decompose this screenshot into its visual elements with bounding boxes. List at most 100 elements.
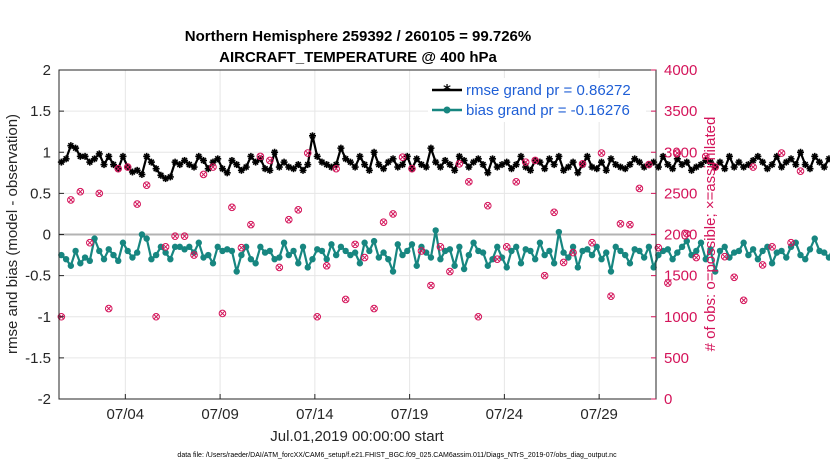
rmse-point bbox=[811, 152, 819, 160]
obs-possible-point bbox=[379, 218, 388, 226]
rmse-point bbox=[365, 166, 373, 174]
rmse-point-stroke bbox=[527, 167, 534, 174]
rmse-point bbox=[749, 156, 757, 164]
rmse-point-stroke bbox=[783, 159, 790, 166]
rmse-point-stroke bbox=[735, 159, 742, 166]
obs-assimilated-stroke bbox=[418, 248, 425, 254]
obs-assimilated-point bbox=[418, 248, 425, 254]
obs-assimilated-point bbox=[162, 244, 169, 250]
bias-point bbox=[622, 251, 629, 259]
bias-point bbox=[181, 246, 188, 253]
obs-assimilated-stroke bbox=[560, 259, 567, 266]
rmse-point-stroke bbox=[655, 164, 662, 171]
y-left-tick-label: -1.5 bbox=[25, 350, 51, 367]
bias-point bbox=[115, 257, 122, 265]
obs-possible-point bbox=[152, 312, 160, 321]
rmse-point bbox=[247, 152, 255, 160]
rmse-point-stroke bbox=[517, 153, 525, 160]
y-left-tick-label: 0 bbox=[43, 227, 51, 244]
bias-point bbox=[205, 251, 212, 259]
bias-point bbox=[574, 264, 582, 271]
bias-point bbox=[323, 255, 330, 263]
bias-point bbox=[380, 249, 387, 256]
rmse-point-stroke bbox=[792, 161, 799, 168]
obs-assimilated-point bbox=[153, 313, 159, 320]
rmse-point-stroke bbox=[740, 164, 747, 171]
bias-point bbox=[266, 247, 274, 255]
bias-point bbox=[745, 251, 752, 259]
rmse-point bbox=[299, 166, 307, 174]
rmse-point bbox=[375, 161, 383, 169]
rmse-point-stroke bbox=[664, 161, 671, 168]
rmse-point bbox=[569, 158, 577, 166]
rmse-point bbox=[598, 158, 606, 166]
rmse-point-stroke bbox=[323, 161, 330, 168]
obs-possible-point bbox=[218, 309, 227, 318]
bias-point bbox=[347, 251, 354, 259]
rmse-point-stroke bbox=[190, 164, 198, 171]
obs-possible-point bbox=[67, 196, 75, 204]
rmse-point bbox=[801, 161, 809, 169]
rmse-point bbox=[621, 165, 629, 173]
bias-point bbox=[712, 268, 719, 275]
rmse-point bbox=[147, 158, 155, 166]
obs-possible-point bbox=[474, 312, 483, 321]
obs-assimilated-stroke bbox=[532, 157, 538, 164]
bias-point bbox=[735, 247, 743, 255]
y-right-tick-label: 1500 bbox=[664, 268, 697, 285]
rmse-point-stroke bbox=[72, 145, 79, 152]
obs-possible-point bbox=[730, 273, 738, 282]
rmse-point-stroke bbox=[371, 149, 378, 156]
rmse-point bbox=[223, 169, 231, 177]
legend: * rmse grand pr = 0.86272 bias grand pr … bbox=[428, 78, 646, 122]
bias-point bbox=[479, 249, 487, 256]
rmse-point-stroke bbox=[82, 153, 89, 160]
rmse-point bbox=[62, 155, 70, 163]
obs-assimilated-stroke bbox=[750, 164, 756, 170]
obs-assimilated-stroke bbox=[134, 201, 140, 207]
obs-assimilated-stroke bbox=[721, 253, 728, 260]
obs-possible-point bbox=[332, 164, 340, 173]
rmse-point bbox=[470, 158, 478, 166]
rmse-point bbox=[626, 161, 634, 169]
bias-point bbox=[683, 237, 690, 245]
y-left-tick-label: 1.5 bbox=[30, 103, 51, 120]
rmse-point-stroke bbox=[508, 165, 515, 172]
rmse-point-stroke bbox=[607, 155, 615, 162]
rmse-point-stroke bbox=[669, 165, 676, 172]
rmse-point-stroke bbox=[309, 132, 316, 139]
obs-assimilated-point bbox=[712, 164, 718, 170]
obs-assimilated-point bbox=[181, 233, 188, 239]
bias-point bbox=[366, 247, 373, 255]
rmse-point bbox=[228, 156, 236, 164]
rmse-point bbox=[593, 165, 601, 173]
rmse-point bbox=[432, 158, 440, 166]
obs-assimilated-stroke bbox=[646, 161, 652, 168]
rmse-point-stroke bbox=[560, 167, 567, 174]
rmse-point bbox=[517, 152, 525, 160]
rmse-point-stroke bbox=[266, 167, 273, 174]
rmse-point bbox=[436, 163, 444, 171]
obs-assimilated-point bbox=[68, 197, 74, 203]
obs-possible-point bbox=[578, 159, 587, 168]
obs-possible-point bbox=[521, 158, 530, 166]
rmse-point bbox=[176, 161, 184, 169]
bias-point bbox=[470, 239, 477, 246]
bias-point bbox=[612, 243, 619, 251]
y-right-tick-label: 2500 bbox=[664, 185, 697, 202]
bias-point bbox=[86, 257, 93, 265]
obs-assimilated-point bbox=[437, 244, 444, 250]
obs-assimilated-stroke bbox=[636, 185, 643, 192]
rmse-point-stroke bbox=[489, 155, 496, 162]
y-axis-left-label: rmse and bias (model - observation) bbox=[4, 114, 21, 354]
obs-assimilated-stroke bbox=[731, 274, 737, 281]
obs-possible-point bbox=[360, 253, 369, 262]
obs-assimilated-point bbox=[314, 313, 320, 320]
obs-assimilated-stroke bbox=[162, 244, 169, 250]
bias-point bbox=[693, 247, 700, 255]
obs-assimilated-point bbox=[589, 239, 595, 246]
obs-assimilated-point bbox=[513, 179, 519, 185]
x-tick-label: 07/19 bbox=[391, 406, 429, 423]
obs-assimilated-point bbox=[560, 259, 567, 266]
obs-assimilated-point bbox=[105, 305, 112, 312]
